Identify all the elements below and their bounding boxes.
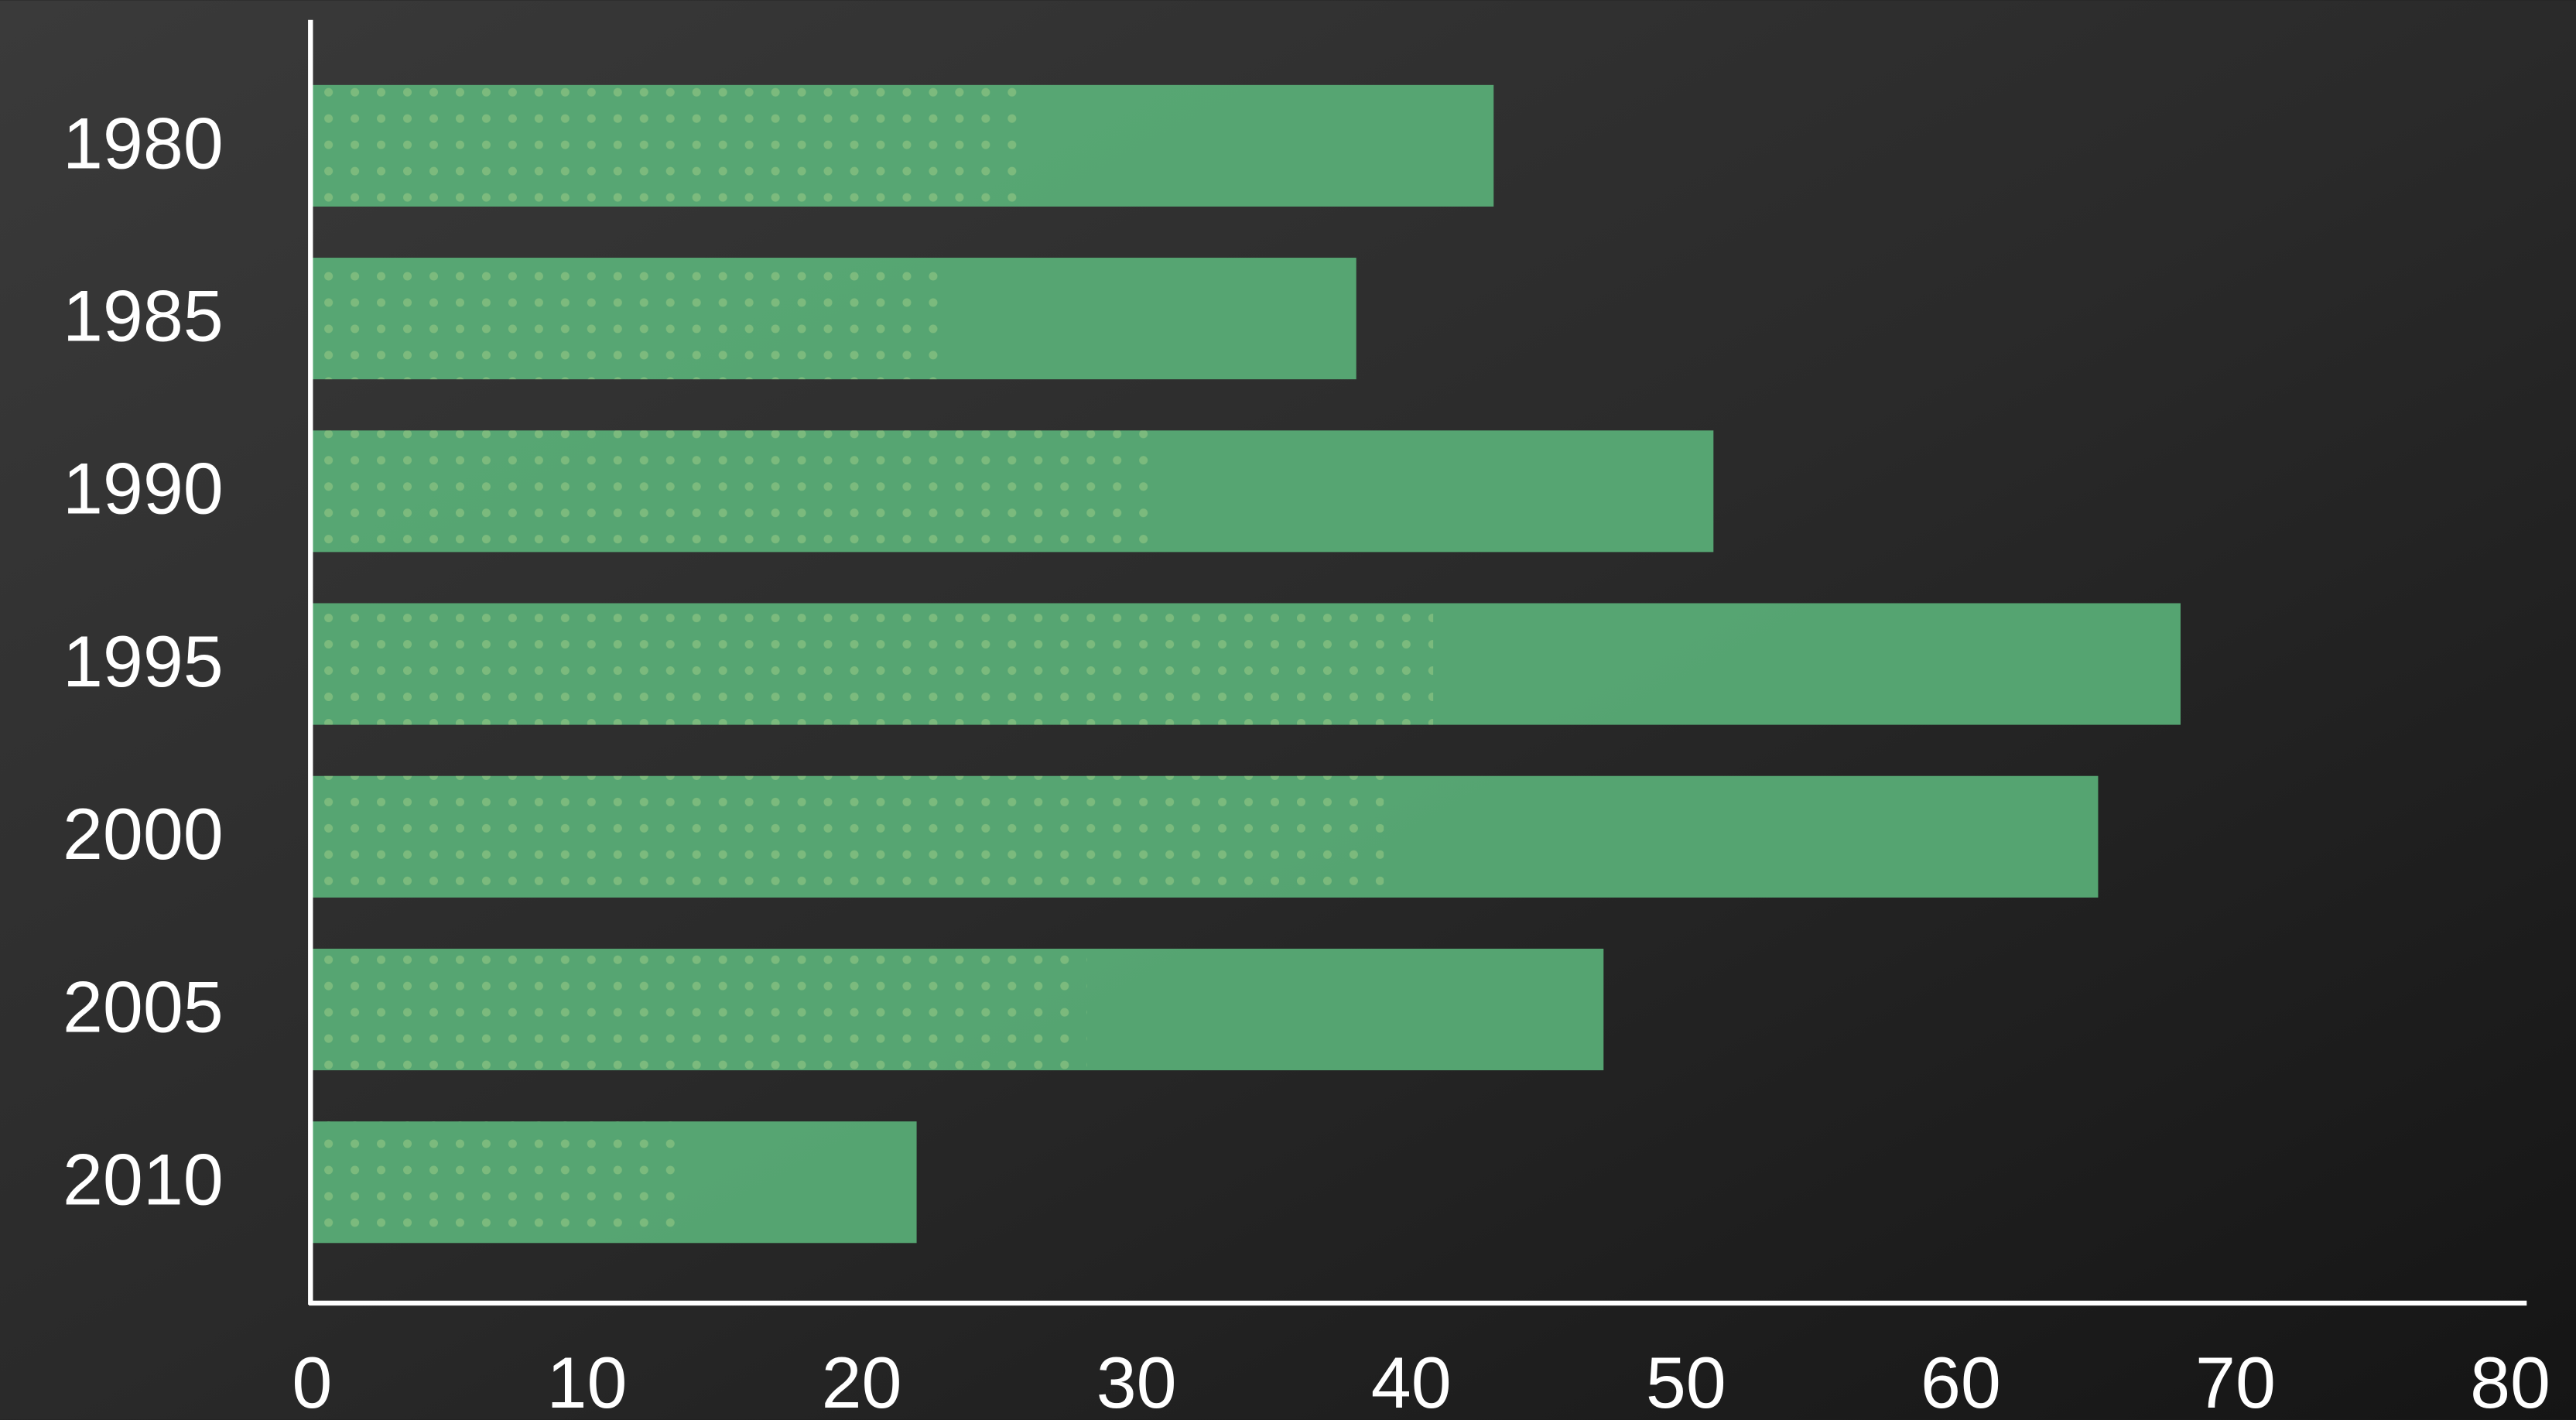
x-tick-label: 70 (2195, 1342, 2276, 1420)
y-tick-label: 1990 (63, 448, 224, 529)
y-tick-label: 2000 (63, 793, 224, 874)
bar-texture (312, 84, 1021, 207)
bar-texture (312, 430, 1153, 553)
x-tick-label: 80 (2470, 1342, 2550, 1420)
x-tick-label: 30 (1096, 1342, 1177, 1420)
x-tick-label: 0 (292, 1342, 332, 1420)
bar-texture (312, 258, 939, 380)
bar-texture (312, 948, 1087, 1071)
y-tick-label: 2010 (63, 1139, 224, 1220)
bar-texture (312, 775, 1384, 898)
y-tick-label: 1985 (63, 275, 224, 357)
x-tick-label: 10 (547, 1342, 628, 1420)
y-tick-label: 1980 (63, 102, 224, 183)
x-tick-label: 40 (1371, 1342, 1452, 1420)
bar-texture (312, 603, 1434, 725)
x-tick-label: 60 (1921, 1342, 2001, 1420)
y-tick-label: 2005 (63, 966, 224, 1047)
bars (312, 84, 2181, 1244)
y-tick-label: 1995 (63, 621, 224, 702)
bar-texture (312, 1121, 676, 1244)
x-tick-label: 50 (1646, 1342, 1726, 1420)
x-tick-label: 20 (822, 1342, 902, 1420)
